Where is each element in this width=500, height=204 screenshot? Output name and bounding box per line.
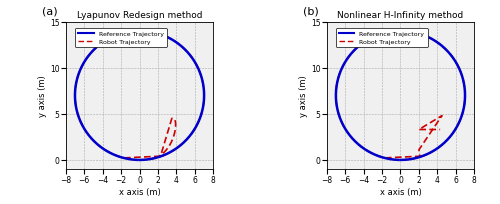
X-axis label: x axis (m): x axis (m)	[380, 187, 422, 196]
Title: Nonlinear H-Infinity method: Nonlinear H-Infinity method	[338, 11, 464, 20]
Title: Lyapunov Redesign method: Lyapunov Redesign method	[77, 11, 202, 20]
Legend: Reference Trajectory, Robot Trajectory: Reference Trajectory, Robot Trajectory	[336, 29, 428, 48]
Text: (a): (a)	[42, 7, 58, 17]
Legend: Reference Trajectory, Robot Trajectory: Reference Trajectory, Robot Trajectory	[75, 29, 166, 48]
X-axis label: x axis (m): x axis (m)	[118, 187, 160, 196]
Text: (b): (b)	[303, 7, 319, 17]
Y-axis label: y axis (m): y axis (m)	[299, 75, 308, 117]
Y-axis label: y axis (m): y axis (m)	[38, 75, 47, 117]
